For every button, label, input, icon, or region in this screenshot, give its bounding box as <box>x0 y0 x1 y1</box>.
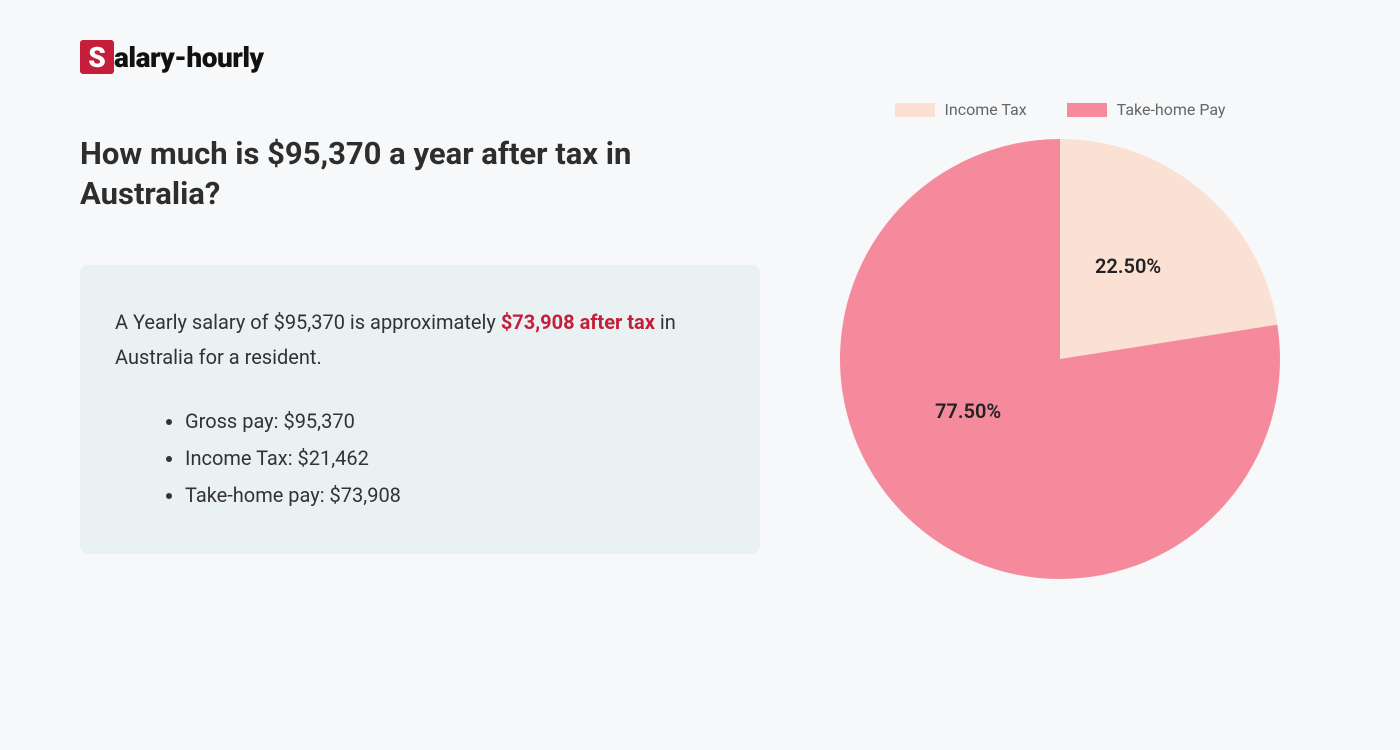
bullet-take-home: Take-home pay: $73,908 <box>185 477 725 514</box>
pie-label-take-home: 77.50% <box>935 399 1001 423</box>
summary-prefix: A Yearly salary of $95,370 is approximat… <box>115 310 501 334</box>
logo-badge: S <box>80 40 114 74</box>
summary-highlight: $73,908 after tax <box>501 310 655 334</box>
site-logo: S alary-hourly <box>80 40 760 74</box>
legend-swatch-take-home <box>1067 103 1107 117</box>
legend-swatch-income-tax <box>895 103 935 117</box>
pie-svg <box>840 139 1280 579</box>
page-title: How much is $95,370 a year after tax in … <box>80 134 760 215</box>
legend-item-take-home: Take-home Pay <box>1067 100 1226 119</box>
bullet-income-tax: Income Tax: $21,462 <box>185 440 725 477</box>
legend-label-income-tax: Income Tax <box>945 100 1027 119</box>
summary-bullets: Gross pay: $95,370 Income Tax: $21,462 T… <box>115 403 725 514</box>
chart-legend: Income Tax Take-home Pay <box>895 100 1226 119</box>
legend-label-take-home: Take-home Pay <box>1117 100 1226 119</box>
summary-text: A Yearly salary of $95,370 is approximat… <box>115 305 725 375</box>
summary-box: A Yearly salary of $95,370 is approximat… <box>80 265 760 554</box>
pie-chart: 22.50% 77.50% <box>840 139 1280 579</box>
bullet-gross-pay: Gross pay: $95,370 <box>185 403 725 440</box>
legend-item-income-tax: Income Tax <box>895 100 1027 119</box>
logo-text: alary-hourly <box>114 41 264 74</box>
pie-label-income-tax: 22.50% <box>1095 254 1161 278</box>
